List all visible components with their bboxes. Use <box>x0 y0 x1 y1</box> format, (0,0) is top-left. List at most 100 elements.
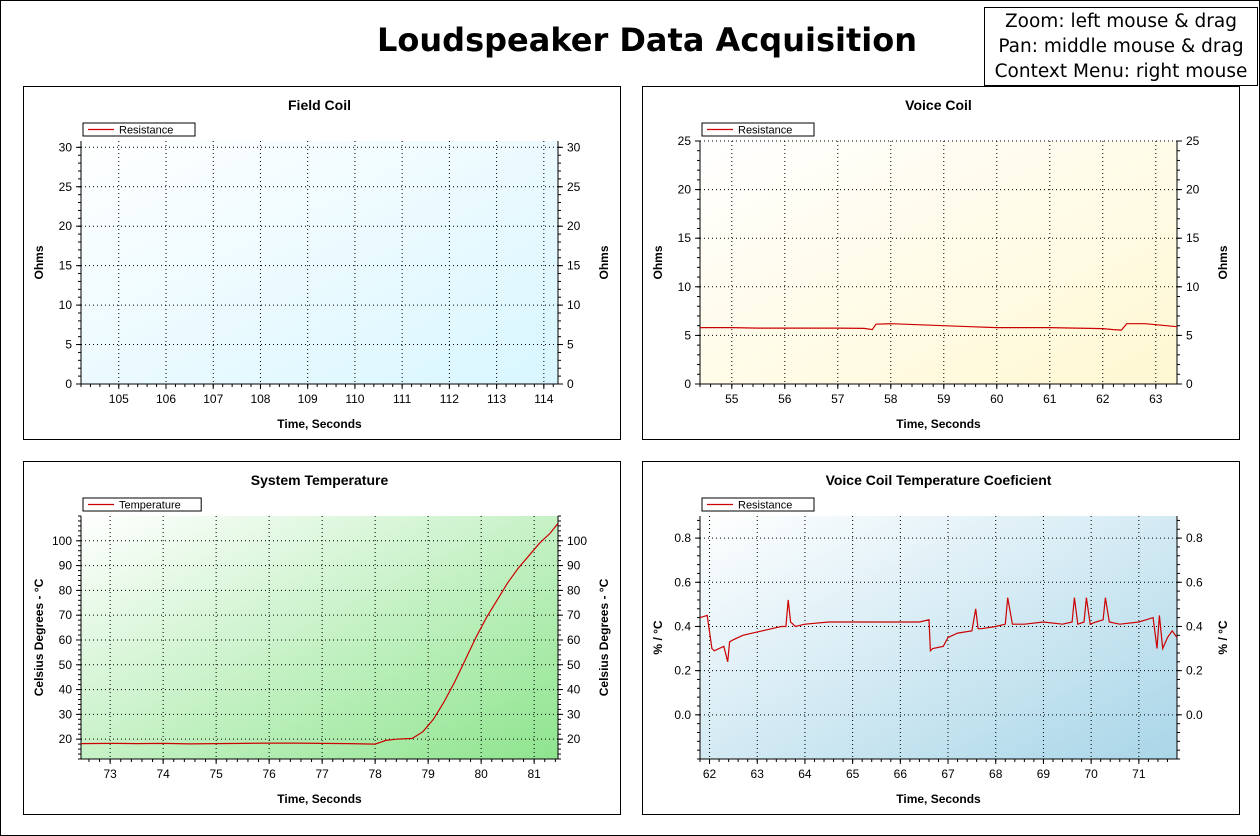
y-tick-label-right: 15 <box>1186 231 1200 245</box>
x-tick-label: 61 <box>1043 392 1057 406</box>
x-tick-label: 58 <box>884 392 898 406</box>
x-tick-label: 113 <box>487 392 506 406</box>
x-tick-label: 110 <box>345 392 364 406</box>
y-tick-label-left: 0.6 <box>674 575 691 589</box>
y-tick-label-left: 30 <box>59 140 73 154</box>
x-tick-label: 108 <box>250 392 270 406</box>
y-tick-label-right: 30 <box>567 140 581 154</box>
y-tick-label-right: 5 <box>1186 328 1193 342</box>
x-tick-label: 109 <box>298 392 318 406</box>
series-line-temperature[interactable] <box>81 523 558 745</box>
x-tick-label: 63 <box>1149 392 1163 406</box>
x-axis-label: Time, Seconds <box>896 792 981 806</box>
x-tick-label: 112 <box>440 392 459 406</box>
y-tick-label-left: 100 <box>52 534 72 548</box>
y-tick-label-left: 0 <box>684 377 691 391</box>
x-tick-label: 69 <box>1037 767 1051 781</box>
y-tick-label-left: 40 <box>59 683 73 697</box>
x-tick-label: 70 <box>1084 767 1098 781</box>
chart-title: Field Coil <box>288 97 351 113</box>
system-temperature-panel[interactable]: System Temperature 73 74 75 76 77 78 79 80 81 20 20… <box>23 461 621 815</box>
x-tick-label: 62 <box>703 767 717 781</box>
y-tick-label-right: 10 <box>1186 280 1200 294</box>
y-axis-label-right: Celsius Degrees - °C <box>597 578 611 696</box>
plot-area[interactable] <box>81 141 558 384</box>
y-tick-label-right: 0.0 <box>1186 708 1203 722</box>
legend: Temperature <box>82 497 202 512</box>
legend-label: Resistance <box>738 500 792 512</box>
y-tick-label-left: 30 <box>59 707 73 721</box>
y-axis-label-left: Celsius Degrees - °C <box>32 578 46 696</box>
x-tick-label: 105 <box>109 392 129 406</box>
y-tick-label-left: 20 <box>678 183 692 197</box>
series-line-resistance[interactable] <box>700 597 1177 662</box>
plot-area[interactable] <box>700 516 1177 759</box>
x-tick-label: 107 <box>203 392 223 406</box>
x-tick-label: 56 <box>778 392 792 406</box>
y-tick-label-right: 80 <box>567 583 581 597</box>
voice-coil-temp-coef-panel[interactable]: Voice Coil Temperature Coeficient 62 63 64 6… <box>642 461 1240 815</box>
legend-box <box>82 122 196 137</box>
y-tick-label-right: 20 <box>567 219 581 233</box>
x-tick-label: 63 <box>751 767 765 781</box>
y-tick-label-right: 20 <box>567 732 581 746</box>
y-tick-label-left: 10 <box>59 298 73 312</box>
legend-box <box>701 497 815 512</box>
y-tick-label-left: 25 <box>678 134 692 148</box>
x-tick-label: 106 <box>156 392 176 406</box>
y-tick-label-left: 60 <box>59 633 73 647</box>
legend-box <box>82 497 202 512</box>
y-tick-label-left: 15 <box>59 259 73 273</box>
legend: Resistance <box>82 122 196 137</box>
x-tick-label: 55 <box>725 392 739 406</box>
voice-coil-temp-coef-chart[interactable]: Voice Coil Temperature Coeficient 62 63 64 6… <box>643 462 1239 814</box>
chart-title: Voice Coil <box>905 97 972 113</box>
y-tick-label-right: 0.6 <box>1186 575 1203 589</box>
plot-area[interactable] <box>81 516 558 759</box>
y-tick-label-left: 0 <box>65 377 72 391</box>
y-tick-label-left: 80 <box>59 583 73 597</box>
y-tick-label-left: 15 <box>678 231 692 245</box>
series-line-resistance[interactable] <box>700 323 1177 331</box>
help-line-pan: Pan: middle mouse & drag <box>998 36 1244 57</box>
y-tick-label-right: 0 <box>567 377 574 391</box>
y-tick-label-left: 0.2 <box>674 664 691 678</box>
x-tick-label: 111 <box>393 392 412 406</box>
y-axis-label-left: % / °C <box>651 620 665 654</box>
y-tick-label-right: 10 <box>567 298 581 312</box>
plot-area[interactable] <box>700 141 1177 384</box>
y-tick-label-left: 20 <box>59 732 73 746</box>
system-temperature-chart[interactable]: System Temperature 73 74 75 76 77 78 79 80 81 20 20… <box>24 462 620 814</box>
x-tick-label: 80 <box>474 767 488 781</box>
x-axis-label: Time, Seconds <box>896 417 981 431</box>
voice-coil-panel[interactable]: Voice Coil 55 56 57 58 59 60 61 62 63 0 0 5 5 10 10 15 15… <box>642 86 1240 440</box>
y-tick-label-right: 25 <box>567 180 581 194</box>
x-tick-label: 64 <box>798 767 812 781</box>
y-tick-label-right: 15 <box>567 259 581 273</box>
page-title: Loudspeaker Data Acquisition <box>377 21 917 59</box>
y-tick-label-left: 90 <box>59 559 73 573</box>
x-tick-label: 67 <box>941 767 955 781</box>
x-tick-label: 77 <box>315 767 329 781</box>
y-tick-label-left: 20 <box>59 219 73 233</box>
field-coil-panel[interactable]: Field Coil 105 106 107 108 109 110 111 112 113 114… <box>23 86 621 440</box>
legend: Resistance <box>701 122 815 137</box>
y-tick-label-right: 90 <box>567 559 581 573</box>
y-tick-label-right: 0.2 <box>1186 664 1203 678</box>
x-tick-label: 81 <box>527 767 541 781</box>
y-tick-label-right: 0.4 <box>1186 619 1203 633</box>
y-tick-label-left: 10 <box>678 280 692 294</box>
y-tick-label-left: 5 <box>684 328 691 342</box>
y-tick-label-left: 50 <box>59 658 73 672</box>
x-tick-label: 74 <box>156 767 170 781</box>
y-tick-label-left: 0.8 <box>674 531 691 545</box>
y-axis-label-right: Ohms <box>597 245 611 279</box>
y-tick-label-left: 0.0 <box>674 708 691 722</box>
y-axis-label-right: % / °C <box>1216 620 1230 654</box>
y-tick-label-right: 20 <box>1186 183 1200 197</box>
y-tick-label-right: 60 <box>567 633 581 647</box>
x-axis-label: Time, Seconds <box>277 417 362 431</box>
y-tick-label-right: 25 <box>1186 134 1200 148</box>
